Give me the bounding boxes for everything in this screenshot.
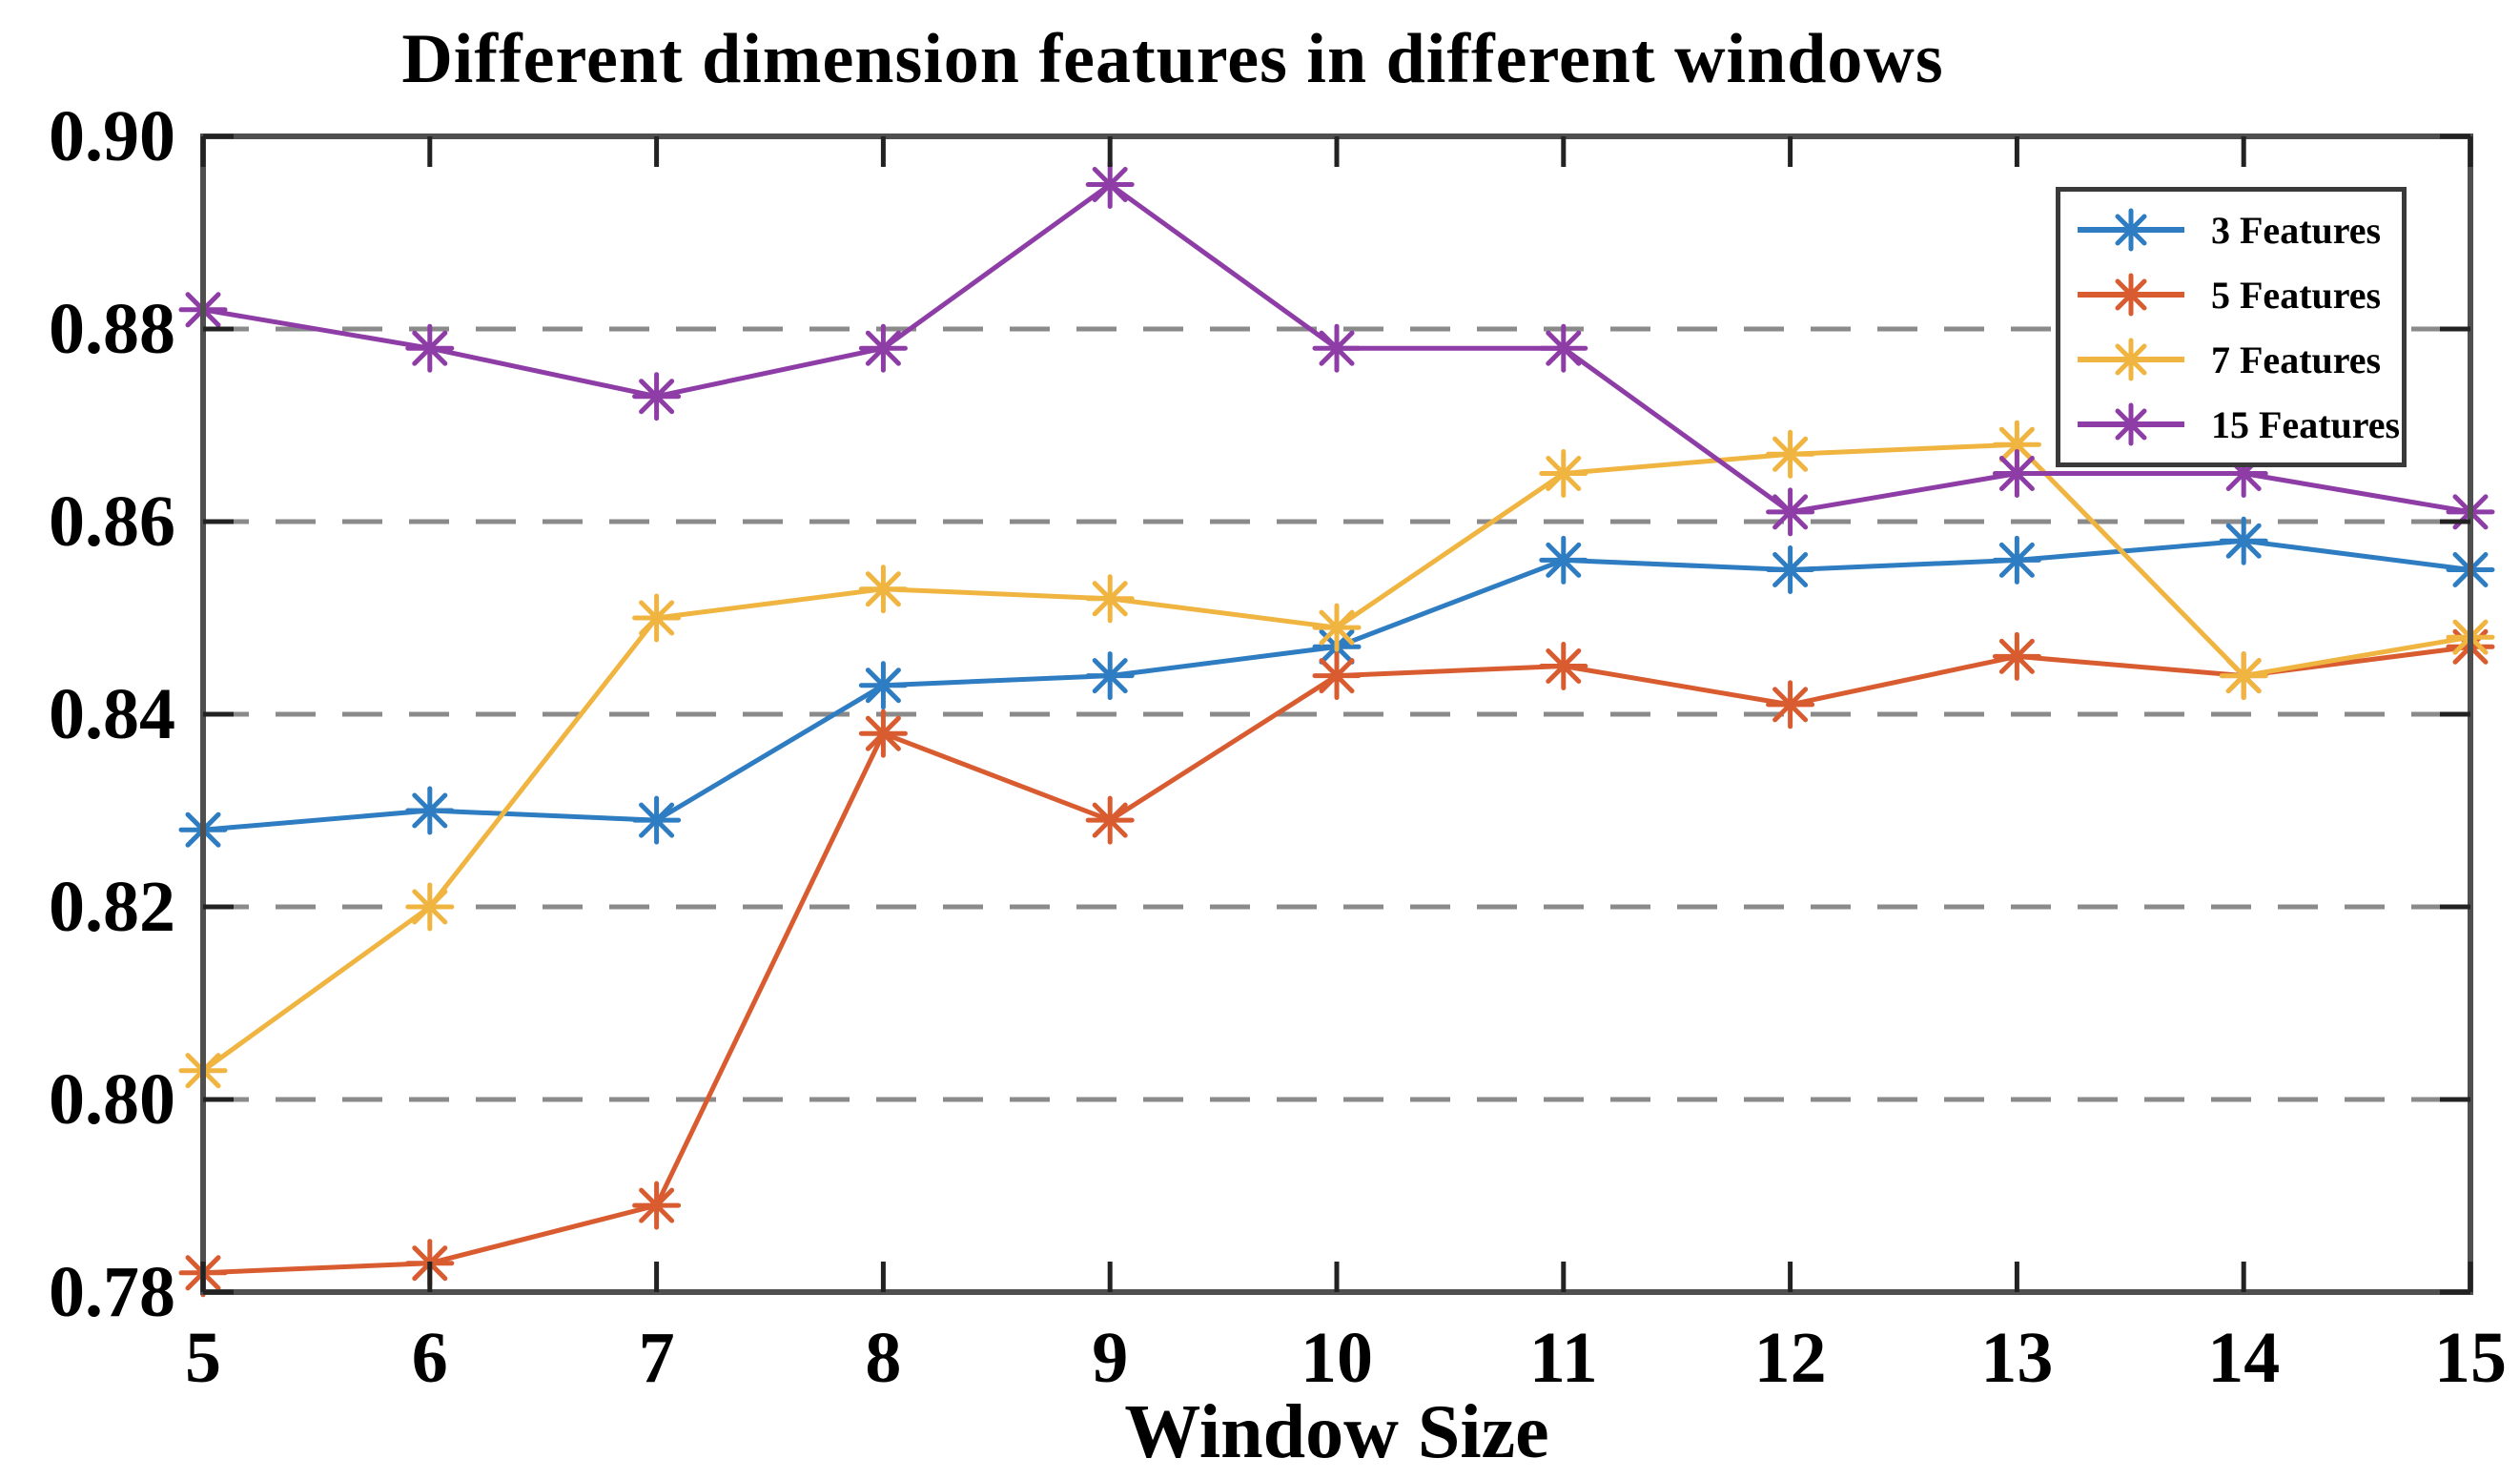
marker-5-features [1992, 631, 2041, 681]
x-tick-label: 14 [2207, 1318, 2281, 1398]
y-tick-label: 0.86 [49, 482, 175, 562]
legend-line-sample [2078, 402, 2184, 446]
series-line-5-features [202, 644, 2471, 1276]
legend-label: 7 Features [2211, 338, 2382, 381]
marker-7-features [2219, 651, 2268, 701]
legend: 3 Features 5 Features 7 Features 15 Feat… [2056, 187, 2407, 467]
x-tick-label: 9 [1092, 1318, 1129, 1398]
marker-7-features [1539, 449, 1588, 498]
marker-3-features [1085, 651, 1135, 701]
x-tick-label: 7 [638, 1318, 675, 1398]
marker-7-features [632, 593, 682, 643]
legend-label: 5 Features [2211, 273, 2382, 317]
marker-7-features [858, 565, 908, 614]
marker-3-features [2219, 516, 2268, 565]
marker-15-features [858, 323, 908, 373]
x-tick-label: 13 [1980, 1318, 2054, 1398]
y-tick-label: 0.80 [49, 1059, 175, 1140]
marker-3-features [405, 786, 455, 835]
marker-3-features [858, 661, 908, 710]
legend-item: 3 Features [2074, 199, 2402, 260]
legend-label: 3 Features [2211, 208, 2382, 252]
legend-item: 7 Features [2074, 329, 2402, 390]
x-tick-label: 5 [185, 1318, 221, 1398]
series-line-7-features [201, 442, 2471, 1073]
legend-label: 15 Features [2211, 402, 2401, 446]
x-tick-label: 6 [411, 1318, 448, 1398]
marker-15-features [1766, 487, 1815, 537]
y-tick-label: 0.88 [49, 289, 175, 369]
y-tick-label: 0.90 [49, 96, 175, 176]
marker-7-features [405, 882, 455, 932]
legend-item: 5 Features [2074, 264, 2402, 325]
marker-5-features [1312, 651, 1362, 701]
marker-5-features [1539, 642, 1588, 690]
marker-3-features [1539, 535, 1588, 585]
x-tick-label: 8 [865, 1318, 902, 1398]
marker-15-features [1085, 160, 1135, 209]
marker-7-features [1312, 603, 1362, 652]
y-tick-label: 0.84 [49, 674, 175, 754]
marker-5-features [858, 709, 908, 758]
marker-3-features [1992, 535, 2041, 585]
marker-5-features [1766, 680, 1815, 729]
legend-item: 15 Features [2074, 394, 2402, 455]
x-tick-label: 10 [1301, 1318, 1373, 1398]
marker-15-features [405, 323, 455, 373]
marker-3-features [1766, 545, 1815, 594]
marker-15-features [1312, 323, 1362, 373]
marker-15-features [1992, 449, 2041, 498]
marker-15-features [1539, 323, 1588, 373]
marker-7-features [1766, 429, 1815, 479]
x-axis-title: Window Size [1124, 1390, 1549, 1474]
marker-15-features [632, 372, 682, 421]
marker-3-features [632, 795, 682, 845]
x-tick-label: 11 [1528, 1318, 1598, 1398]
marker-5-features [632, 1181, 682, 1230]
legend-line-sample [2078, 338, 2184, 381]
legend-line-sample [2078, 273, 2184, 317]
y-tick-label: 0.82 [49, 867, 175, 947]
x-tick-label: 15 [2434, 1318, 2507, 1398]
marker-7-features [1085, 574, 1135, 624]
legend-line-sample [2078, 208, 2184, 252]
marker-5-features [1085, 795, 1135, 845]
x-tick-label: 12 [1753, 1318, 1827, 1398]
y-tick-label: 0.78 [49, 1252, 175, 1332]
chart-title: Different dimension features in differen… [401, 20, 1944, 98]
